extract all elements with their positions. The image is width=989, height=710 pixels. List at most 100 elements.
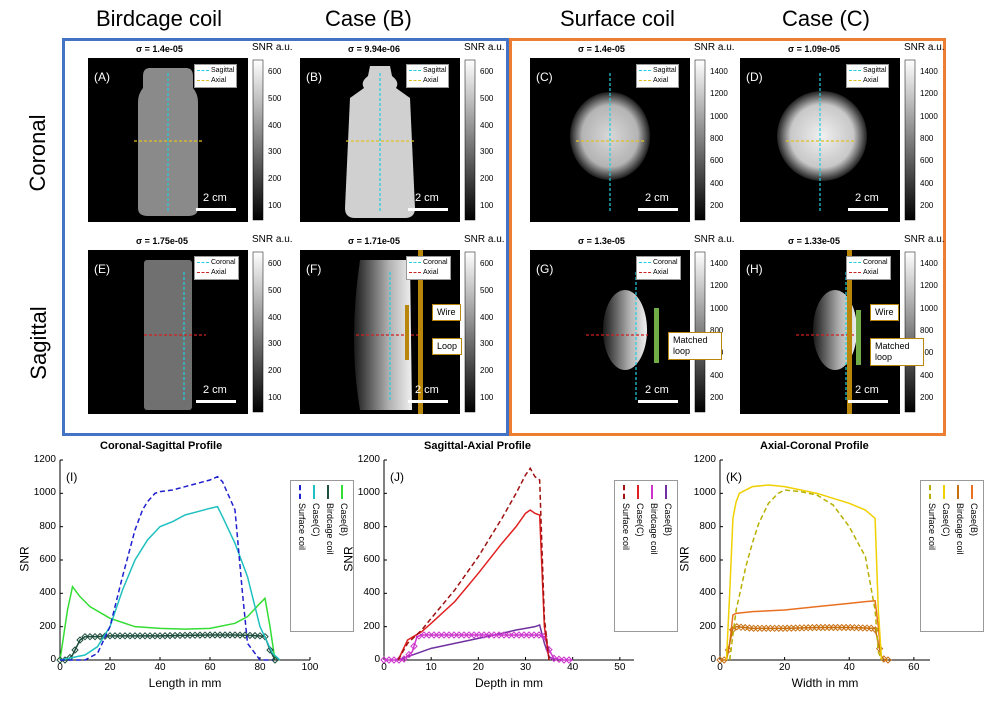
legend-entry: Axial [197,268,236,278]
scale-bar-label: 2 cm [203,192,227,204]
snr-label: SNR a.u. [464,42,505,53]
snr-label: SNR a.u. [904,234,945,245]
marker-point [445,631,453,639]
marker-point [161,632,169,640]
scale-bar-label: 2 cm [645,384,669,396]
legend-swatch [665,485,667,499]
scale-bar-label: 2 cm [415,384,439,396]
chart-legend: Case(B) Birdcage coil Case(C) Surface coil [614,480,678,632]
marker-point [211,631,219,639]
chart-letter: (I) [66,470,78,484]
colorbar-tick: 600 [920,348,934,358]
marker-point [181,631,189,640]
marker-point [465,631,473,639]
colorbar-tick: 200 [268,174,282,184]
marker-point [86,632,94,641]
panel-letter: (B) [306,70,322,84]
marker-point [435,631,443,639]
panel-legend: Sagittal Axial [194,64,238,88]
marker-point [206,631,214,639]
marker-point [216,631,224,639]
colorbar-tick: 100 [268,201,282,210]
surface-group-frame [509,38,946,436]
colorbar-tick: 100 [268,393,282,402]
marker-point [480,631,488,639]
mri-panel-1: σ = 1.4e-05 SNR a.u. 600 500 400 300 200 100 (A)… [88,42,328,229]
colorbar-tick: 400 [268,120,282,130]
colorbar-tick: 1200 [920,281,938,291]
annotation-wire: Wire [432,304,461,321]
colorbar-tick: 400 [480,312,494,322]
colorbar-tick: 600 [480,259,494,268]
series-case-b- [59,584,276,661]
marker-point [236,631,244,639]
snr-label: SNR a.u. [694,42,735,53]
mri-panel-2: σ = 9.94e-06 SNR a.u. 600 500 400 300 200 100 (B… [300,42,540,229]
colorbar-tick: 1400 [920,259,938,268]
profile-chart-2: Sagittal-Axial Profile (J) 0 200 400 600 800 10… [341,440,678,710]
chart-plot [56,459,311,664]
marker-point [251,631,259,640]
colorbar-tick: 500 [480,93,494,103]
marker-point [171,631,179,640]
x-tick-label: 80 [254,662,266,673]
y-tick-label: 800 [363,520,380,532]
legend-label: Birdcage coil [325,503,335,555]
legend-swatch [327,485,329,499]
sigma-value: σ = 1.33e-05 [788,236,840,246]
panel-legend: Coronal Axial [846,256,891,280]
marker-point [91,632,99,641]
legend-swatch [299,485,301,499]
y-tick-label: 1200 [33,454,56,465]
scale-bar-label: 2 cm [203,384,227,396]
legend-label: Surface coil [621,503,631,551]
colorbar-tick: 200 [920,201,934,210]
legend-entry: Axial [409,76,446,86]
series-case-b- [725,600,883,661]
y-axis-label: SNR [341,546,356,572]
sigma-value: σ = 1.75e-05 [136,236,188,246]
legend-entry: Sagittal [849,66,886,76]
legend-entry: Axial [639,76,676,86]
marker-point [380,656,388,664]
legend-entry: Axial [849,268,888,278]
chart-legend: Case(B) Birdcage coil Case(C) Surface coil [290,480,354,632]
panel-letter: (F) [306,262,322,276]
y-tick-label: 200 [699,620,716,632]
marker-point [525,631,533,639]
series-birdcage-coil [720,625,888,661]
y-axis-label: SNR [17,546,32,572]
marker-point [475,631,483,639]
panel-letter: (H) [746,262,763,276]
series-case-c- [397,509,550,661]
legend-entry: Sagittal [197,66,234,76]
colorbar-tick: 500 [268,93,282,103]
x-tick-label: 40 [843,662,855,673]
chart-legend: Case(B) Birdcage coil Case(C) Surface coil [920,480,984,632]
mri-panel-4: σ = 1.09e-05 SNR a.u. 1400 1200 1000 800 600 40… [740,42,980,229]
legend-swatch [637,485,639,499]
col-title-birdcage: Birdcage coil [96,6,222,31]
x-tick-label: 60 [204,662,216,673]
colorbar-tick: 100 [480,201,494,210]
colorbar-tick: 600 [920,156,934,166]
scale-bar-label: 2 cm [415,192,439,204]
marker-point [495,631,503,639]
marker-point [390,656,398,664]
y-tick-label: 600 [363,554,380,565]
scale-bar-label: 2 cm [855,192,879,204]
colorbar-tick: 800 [920,134,934,143]
marker-point [500,631,508,639]
y-tick-label: 1000 [693,487,716,499]
colorbar-tick: 300 [480,339,494,349]
mri-image [740,250,916,414]
x-tick-label: 30 [519,662,532,673]
colorbar-tick: 600 [480,67,494,76]
mri-panel-5: σ = 1.75e-05 SNR a.u. 600 500 400 300 200 100 (E… [88,234,328,421]
y-tick-label: 1000 [33,487,56,499]
y-tick-label: 400 [39,587,56,599]
marker-point [535,631,543,639]
legend-entry: Axial [197,76,234,86]
marker-point [420,631,428,639]
x-tick-label: 0 [57,662,63,673]
